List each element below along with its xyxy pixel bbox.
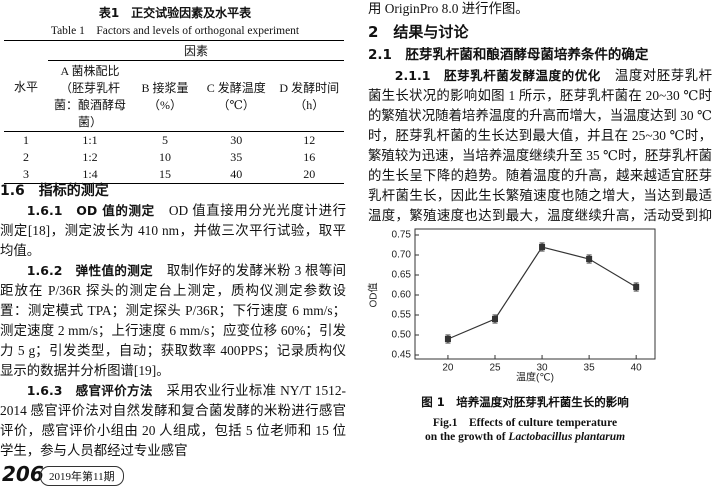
- table-columns: A 菌株配比（胚芽乳杆菌：酿酒酵母菌） B 接浆量（%） C 发酵温度（℃） D…: [4, 61, 344, 132]
- table-cell: 16: [303, 150, 316, 164]
- table-cell: 20: [303, 167, 316, 181]
- x-tick-label: 25: [489, 363, 501, 374]
- x-tick-label: 20: [442, 363, 454, 374]
- table-cell: 2: [23, 150, 29, 164]
- paragraph-text: 取制作好的发酵米粉 3 根等间距放在 P/36R 探头的测定台上测定，质构仪测定…: [0, 263, 346, 378]
- species-name: Lactobacillus plantarum: [508, 431, 626, 443]
- table-title: 表1 正交试验因素及水平表: [98, 6, 252, 20]
- y-tick-label: 0.65: [392, 270, 412, 281]
- table-cell: 1:2: [82, 150, 98, 164]
- text-line: 用 OriginPro 8.0 进行作图。: [368, 1, 529, 16]
- y-tick-label: 0.60: [392, 290, 412, 301]
- y-axis-label: OD值: [367, 283, 380, 308]
- paragraph-head: 1.6.1 OD 值的测定: [26, 203, 155, 218]
- paragraph-head: 1.6.2 弹性值的测定: [26, 263, 154, 278]
- table-cell: 12: [303, 133, 316, 147]
- paragraph-head: 2.1.1 胚芽乳杆菌发酵温度的优化: [394, 68, 601, 83]
- table: 水平 因素 A 菌株配比（胚芽乳杆菌：酿酒酵母菌） B 接浆量（%） C 发酵温…: [4, 40, 344, 184]
- paragraph-text: OD 值直接用分光光度计进行测定[18]，测定波长为 410 nm，并做三次平行…: [0, 203, 346, 258]
- table-cell: 40: [230, 167, 243, 181]
- table-row: 2 1:2 10 35 16: [4, 149, 344, 166]
- data-line: [447, 246, 637, 340]
- plot-frame: [414, 228, 656, 360]
- x-axis-label: 温度(℃): [516, 371, 554, 384]
- paragraph-head: 1.6.3 感官评价方法: [26, 383, 153, 398]
- paragraph-text: 采用农业行业标准 NY/T 1512-2014 感官评价法对自然发酵和复合菌发酵…: [0, 383, 346, 458]
- section-heading: 1.6 指标的测定: [0, 183, 109, 199]
- table-row: 1 1:1 5 30 12: [4, 132, 344, 150]
- data-point: [586, 256, 593, 262]
- figure-caption: 图 1 培养温度对胚芽乳杆菌生长的影响: [421, 395, 629, 409]
- figure-caption-en: on the growth of Lactobacillus plantarum: [380, 431, 670, 443]
- data-point: [444, 336, 451, 342]
- paragraph: 1.6.2 弹性值的测定 取制作好的发酵米粉 3 根等间距放在 P/36R 探头…: [0, 261, 346, 381]
- table-title-en: Table 1 Factors and levels of orthogonal…: [50, 25, 300, 37]
- chart: OD值 温度(℃) 0.45 0.50 0.55 0.60 0.65 0.70 0.75 20…: [367, 228, 656, 384]
- data-point: [633, 284, 640, 290]
- page-number: 206: [2, 462, 44, 486]
- table-cell: 3: [23, 167, 29, 181]
- table-cell: 30: [230, 133, 243, 147]
- table-cell: 1:4: [82, 167, 98, 181]
- table-cell: 1: [23, 133, 29, 147]
- y-tick-label: 0.50: [392, 330, 412, 341]
- data-point: [492, 316, 498, 322]
- table-body: 1 1:1 5 30 12 2 1:2 10 35 16 3 1:4 15 40 20: [4, 132, 344, 184]
- y-tick-label: 0.45: [392, 350, 412, 361]
- paragraph: 1.6.3 感官评价方法 采用农业行业标准 NY/T 1512-2014 感官评…: [0, 381, 346, 461]
- table-cell: 35: [230, 150, 243, 164]
- data-point: [539, 244, 546, 250]
- column-header: D 发酵时间（h）: [279, 81, 340, 112]
- column-header: C 发酵温度（℃）: [206, 81, 266, 112]
- column-header: B 接浆量（%）: [141, 81, 189, 112]
- y-tick-label: 0.70: [392, 250, 412, 261]
- table-cell: 15: [158, 167, 171, 181]
- issue: 2019年第11期: [40, 466, 124, 486]
- x-tick-label: 35: [584, 363, 596, 374]
- table-group: 因素: [48, 40, 344, 61]
- y-tick-label: 0.55: [392, 310, 412, 321]
- figure-caption-en: Fig.1 Effects of culture temperature: [432, 417, 618, 429]
- table-header: 水平 因素: [4, 40, 344, 132]
- paragraph: 2.1.1 胚芽乳杆菌发酵温度的优化 温度对胚芽乳杆菌生长状况的影响如图 1 所…: [368, 66, 712, 228]
- column-header: A 菌株配比（胚芽乳杆菌：酿酒酵母菌）: [53, 64, 126, 129]
- left-text: 1.6.1 OD 值的测定 OD 值直接用分光光度计进行测定[18]，测定波长为…: [0, 201, 346, 463]
- y-tick-label: 0.75: [392, 230, 412, 241]
- x-tick-label: 30: [536, 363, 548, 374]
- table-cell: 5: [161, 133, 168, 147]
- section-heading: 2 结果与讨论: [368, 23, 469, 41]
- caption-text: on the growth of: [424, 431, 509, 443]
- table-cell: 10: [158, 150, 171, 164]
- subsection-heading: 2.1 胚芽乳杆菌和酿酒酵母菌培养条件的确定: [368, 47, 649, 63]
- table-corner: 水平: [4, 40, 48, 132]
- table-cell: 1:1: [82, 133, 98, 147]
- paragraph: 1.6.1 OD 值的测定 OD 值直接用分光光度计进行测定[18]，测定波长为…: [0, 201, 346, 261]
- x-tick-label: 40: [631, 363, 643, 374]
- paragraph-text: 温度对胚芽乳杆菌生长状况的影响如图 1 所示，胚芽乳杆菌在 20~30 ℃时的繁…: [368, 68, 712, 223]
- table-row: 3 1:4 15 40 20: [4, 166, 344, 184]
